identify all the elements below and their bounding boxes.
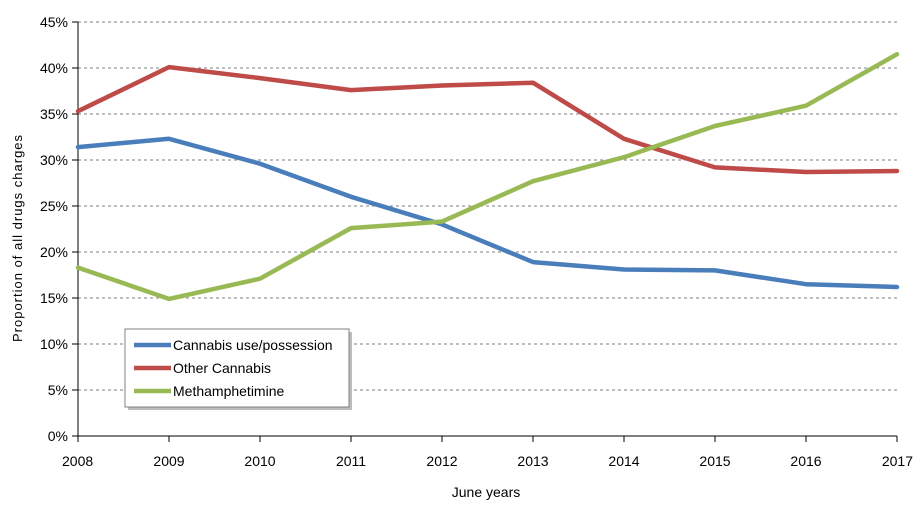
x-tick-label: 2012 xyxy=(426,453,457,469)
x-tick-label: 2009 xyxy=(153,453,184,469)
series-line-2 xyxy=(75,64,900,175)
series-line-1 xyxy=(75,136,900,290)
legend-label: Cannabis use/possession xyxy=(173,337,333,353)
axes xyxy=(72,21,898,442)
x-axis-title: June years xyxy=(452,484,520,500)
y-tick-label: 40% xyxy=(40,60,68,76)
legend-label: Other Cannabis xyxy=(173,360,271,376)
legend-items: Cannabis use/possession Other Cannabis Met… xyxy=(134,337,333,399)
y-tick-label: 0% xyxy=(48,428,68,444)
x-tick-label: 2016 xyxy=(790,453,821,469)
legend: Cannabis use/possession Other Cannabis Met… xyxy=(124,328,352,410)
x-tick-label: 2013 xyxy=(517,453,548,469)
legend-label: Methamphetimine xyxy=(173,383,284,399)
x-tick-label: 2015 xyxy=(699,453,730,469)
y-tick-label: 30% xyxy=(40,152,68,168)
y-tick-label: 15% xyxy=(40,290,68,306)
y-tick-label: 35% xyxy=(40,106,68,122)
y-tick-label: 45% xyxy=(40,14,68,30)
x-tick-label: 2017 xyxy=(882,453,913,469)
tick-labels: 0% 5% 10% 15% 20% 25% 30% 35% 40% 45% 2008 2009 2010… xyxy=(40,14,913,469)
x-tick-label: 2010 xyxy=(244,453,275,469)
y-tick-label: 5% xyxy=(48,382,68,398)
series-lines xyxy=(75,51,900,302)
y-tick-label: 10% xyxy=(40,336,68,352)
y-axis-title: Proportion of all drugs charges xyxy=(10,134,25,342)
x-tick-label: 2011 xyxy=(336,453,366,469)
gridlines xyxy=(78,21,897,391)
y-tick-label: 25% xyxy=(40,198,68,214)
x-tick-label: 2008 xyxy=(62,453,93,469)
series-line-3 xyxy=(75,51,900,302)
y-tick-label: 20% xyxy=(40,244,68,260)
x-tick-label: 2014 xyxy=(608,453,639,469)
